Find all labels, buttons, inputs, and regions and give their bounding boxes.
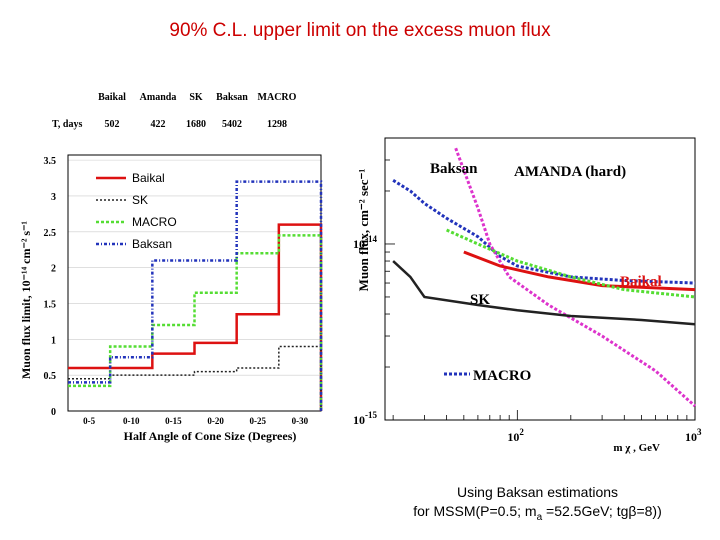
table-value-baikal: 502 bbox=[105, 119, 120, 130]
left-series-baikal bbox=[68, 223, 323, 411]
table-header-sk: SK bbox=[189, 92, 203, 103]
right-series bbox=[392, 147, 696, 408]
right-macro-legend-label: MACRO bbox=[473, 368, 531, 384]
left-xtick-label: 0-15 bbox=[165, 416, 182, 426]
table-header-baikal: Baikal bbox=[98, 92, 126, 103]
left-yticks: 0 0.5 1 1.5 2 2.5 3 3.5 bbox=[44, 156, 57, 418]
left-series bbox=[68, 180, 323, 411]
right-xtick-label: 102 bbox=[507, 427, 524, 444]
legend-label-baikal: Baikal bbox=[132, 171, 165, 185]
right-label-baksan: Baksan bbox=[430, 161, 478, 177]
right-y-axis-label: Muon flux, cm⁻² sec⁻¹ bbox=[356, 169, 371, 292]
exposure-table: Baikal Amanda SK Baksan MACRO T, days 50… bbox=[52, 92, 297, 130]
right-series-sk bbox=[392, 260, 696, 326]
chart-area: Baikal Amanda SK Baksan MACRO T, days 50… bbox=[19, 92, 702, 454]
left-ytick-label: 2 bbox=[51, 264, 56, 275]
left-xtick-label: 0-30 bbox=[292, 416, 309, 426]
left-xtick-label: 0-5 bbox=[83, 416, 95, 426]
caption-line2-suffix: =52.5GeV; tgβ=8)) bbox=[542, 503, 662, 519]
slide-title: 90% C.L. upper limit on the excess muon … bbox=[169, 20, 551, 41]
right-label-baikal: Baikal bbox=[620, 274, 662, 290]
left-xticks: 0-5 0-10 0-15 0-20 0-25 0-30 bbox=[83, 416, 309, 426]
left-series-sk bbox=[68, 345, 322, 411]
left-x-axis-label: Half Angle of Cone Size (Degrees) bbox=[124, 429, 297, 443]
right-series-amanda bbox=[454, 147, 696, 408]
left-ytick-label: 3.5 bbox=[44, 156, 57, 167]
legend-label-macro: MACRO bbox=[132, 215, 177, 229]
left-y-axis-label: Muon flux limit, 10⁻¹⁴ cm⁻² s⁻¹ bbox=[19, 221, 33, 379]
left-series-baksan bbox=[68, 180, 323, 411]
table-header-amanda: Amanda bbox=[140, 92, 177, 103]
table-value-amanda: 422 bbox=[151, 119, 166, 130]
right-series-baikal bbox=[463, 250, 696, 292]
right-plot-frame bbox=[384, 137, 696, 421]
table-value-baksan: 5402 bbox=[222, 119, 242, 130]
left-ytick-label: 2.5 bbox=[44, 228, 57, 239]
right-series-baksan bbox=[392, 179, 696, 285]
right-label-sk: SK bbox=[470, 292, 490, 308]
caption-line2-prefix: for MSSM(P=0.5; m bbox=[413, 503, 537, 519]
left-xtick-label: 0-20 bbox=[207, 416, 224, 426]
legend-label-baksan: Baksan bbox=[132, 237, 172, 251]
table-row-label: T, days bbox=[52, 119, 82, 130]
left-xtick-label: 0-25 bbox=[250, 416, 267, 426]
left-xtick-label: 0-10 bbox=[123, 416, 140, 426]
left-grid bbox=[68, 159, 321, 376]
right-ytick-label: 10-15 bbox=[353, 410, 377, 427]
right-xtick-label: 103 bbox=[685, 427, 702, 444]
legend-label-sk: SK bbox=[132, 193, 148, 207]
right-labels: Baksan AMANDA (hard) Baikal SK MACRO bbox=[430, 161, 662, 384]
right-x-axis-label: m χ , GeV bbox=[613, 442, 660, 454]
left-ytick-label: 0.5 bbox=[44, 371, 57, 382]
left-ytick-label: 0 bbox=[51, 407, 56, 418]
right-label-amanda: AMANDA (hard) bbox=[514, 164, 626, 180]
table-header-macro: MACRO bbox=[258, 92, 297, 103]
left-ytick-label: 3 bbox=[51, 192, 56, 203]
left-legend: Baikal SK MACRO Baksan bbox=[96, 171, 177, 251]
table-value-sk: 1680 bbox=[186, 119, 206, 130]
caption-line1: Using Baksan estimations bbox=[456, 484, 619, 500]
right-ticks: 10-14 10-15 102 103 bbox=[353, 137, 702, 444]
right-series-macro bbox=[446, 228, 696, 299]
table-value-macro: 1298 bbox=[267, 119, 287, 130]
right-ytick-label: 10-14 bbox=[353, 234, 377, 251]
caption: Using Baksan estimations for MSSM(P=0.5;… bbox=[360, 483, 715, 527]
caption-line2: for MSSM(P=0.5; ma =52.5GeV; tgβ=8)) bbox=[360, 502, 715, 527]
left-series-macro bbox=[68, 234, 323, 411]
left-ytick-label: 1.5 bbox=[44, 299, 57, 310]
caption-line2-sub: a bbox=[536, 511, 543, 523]
table-header-baksan: Baksan bbox=[216, 92, 248, 103]
left-ytick-label: 1 bbox=[51, 335, 56, 346]
